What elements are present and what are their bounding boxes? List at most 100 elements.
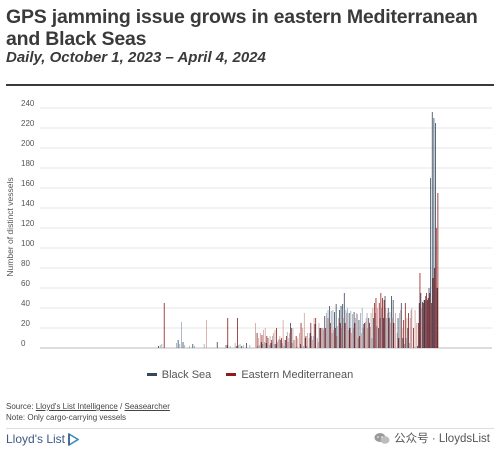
bar-black-sea [286, 332, 288, 348]
bar-eastern-med [299, 333, 300, 348]
bar-eastern-med [401, 328, 403, 348]
bar-eastern-med [372, 308, 374, 348]
bar-black-sea [242, 345, 244, 348]
header-divider [6, 84, 494, 86]
bar-eastern-med [261, 335, 263, 348]
bar-black-sea [418, 303, 420, 348]
bar-black-sea [304, 338, 306, 348]
bar-eastern-med [398, 338, 400, 348]
bar-black-sea [272, 336, 274, 348]
bar-eastern-med [430, 303, 432, 348]
bar-black-sea [177, 340, 179, 348]
bar-eastern-med [375, 298, 377, 348]
bar-black-sea [311, 336, 313, 348]
bar-eastern-med [408, 313, 409, 348]
bar-black-sea [246, 343, 247, 348]
bar-black-sea [265, 343, 267, 348]
bar-eastern-med [334, 328, 336, 348]
bar-eastern-med [403, 320, 405, 348]
bar-eastern-med [385, 308, 387, 348]
bar-black-sea [343, 293, 345, 348]
lloyds-list-logo[interactable]: Lloyd's List [6, 432, 79, 446]
bar-black-sea [334, 312, 335, 348]
logo-mark-icon [68, 432, 79, 446]
bar-black-sea [350, 311, 352, 348]
bar-black-sea [363, 324, 365, 348]
bar-black-sea [384, 296, 386, 348]
bar-black-sea [397, 318, 399, 348]
bar-black-sea [303, 346, 304, 348]
bar-eastern-med [329, 323, 331, 348]
bar-black-sea [270, 343, 272, 348]
bar-eastern-med [432, 278, 434, 348]
bar-black-sea [436, 288, 438, 348]
bar-black-sea [293, 340, 295, 348]
source-link-seasearcher[interactable]: Seasearcher [124, 402, 170, 411]
bar-black-sea [361, 308, 363, 348]
bar-black-sea [158, 346, 159, 348]
bar-black-sea [423, 300, 425, 348]
bar-black-sea [267, 338, 269, 348]
bar-eastern-med [365, 318, 367, 348]
bar-black-sea [378, 328, 379, 348]
bar-eastern-med [343, 318, 344, 348]
bar-eastern-med [206, 320, 207, 348]
bar-eastern-med [362, 328, 364, 348]
bar-eastern-med [281, 338, 282, 348]
bar-eastern-med [307, 333, 308, 348]
bar-black-sea [379, 318, 381, 348]
y-tick-label: 20 [21, 319, 30, 328]
bar-black-sea [402, 338, 404, 348]
bar-eastern-med [292, 328, 294, 348]
bar-black-sea [290, 323, 291, 348]
bar-eastern-med [227, 318, 229, 348]
bar-black-sea [337, 326, 339, 348]
bar-eastern-med [364, 323, 365, 348]
bar-black-sea [433, 118, 435, 348]
watermark: 公众号 · LloydsList [374, 430, 490, 446]
y-tick-label: 100 [21, 239, 35, 248]
bar-black-sea [387, 308, 389, 348]
y-axis-label: Number of distinct vessels [5, 177, 15, 276]
bar-eastern-med [305, 336, 307, 348]
bar-black-sea [314, 324, 316, 348]
bar-eastern-med [414, 310, 416, 348]
legend-swatch-black-sea [146, 373, 157, 376]
bar-eastern-med [333, 330, 335, 348]
bar-black-sea [400, 303, 402, 348]
bar-black-sea [179, 344, 181, 348]
y-tick-label: 200 [21, 139, 35, 148]
bar-eastern-med [417, 323, 419, 348]
bar-black-sea [281, 343, 283, 348]
bar-eastern-med [378, 303, 380, 348]
source-link-lloyds-list-intelligence[interactable]: Lloyd's List Intelligence [35, 402, 118, 411]
legend-swatch-eastern-med [226, 373, 237, 376]
legend-item-eastern-med[interactable]: Eastern Mediterranean [226, 369, 353, 381]
y-tick-label: 0 [21, 339, 26, 348]
bar-black-sea [181, 322, 182, 348]
bar-eastern-med [295, 336, 297, 348]
bar-black-sea [368, 318, 370, 348]
bar-eastern-med [341, 328, 343, 348]
bar-black-sea [189, 346, 190, 348]
bar-black-sea [413, 347, 415, 348]
bar-eastern-med [321, 328, 323, 348]
bar-black-sea [399, 313, 401, 348]
bar-eastern-med [325, 328, 326, 348]
bar-black-sea [275, 344, 277, 348]
bar-eastern-med [429, 293, 431, 348]
y-tick-label: 140 [21, 199, 35, 208]
chart-title: GPS jamming issue grows in eastern Medit… [6, 6, 478, 50]
bar-eastern-med [339, 323, 341, 348]
bar-eastern-med [237, 318, 238, 348]
bar-eastern-med [323, 330, 325, 348]
legend-item-black-sea[interactable]: Black Sea [146, 369, 211, 381]
bar-eastern-med [380, 293, 382, 348]
bar-black-sea [241, 346, 243, 348]
bar-eastern-med [434, 268, 436, 348]
bar-black-sea [335, 304, 337, 348]
source-note: Source: Lloyd's List Intelligence / Seas… [6, 401, 170, 423]
bar-black-sea [382, 318, 384, 348]
bar-black-sea [192, 344, 194, 348]
bar-eastern-med [377, 308, 378, 348]
